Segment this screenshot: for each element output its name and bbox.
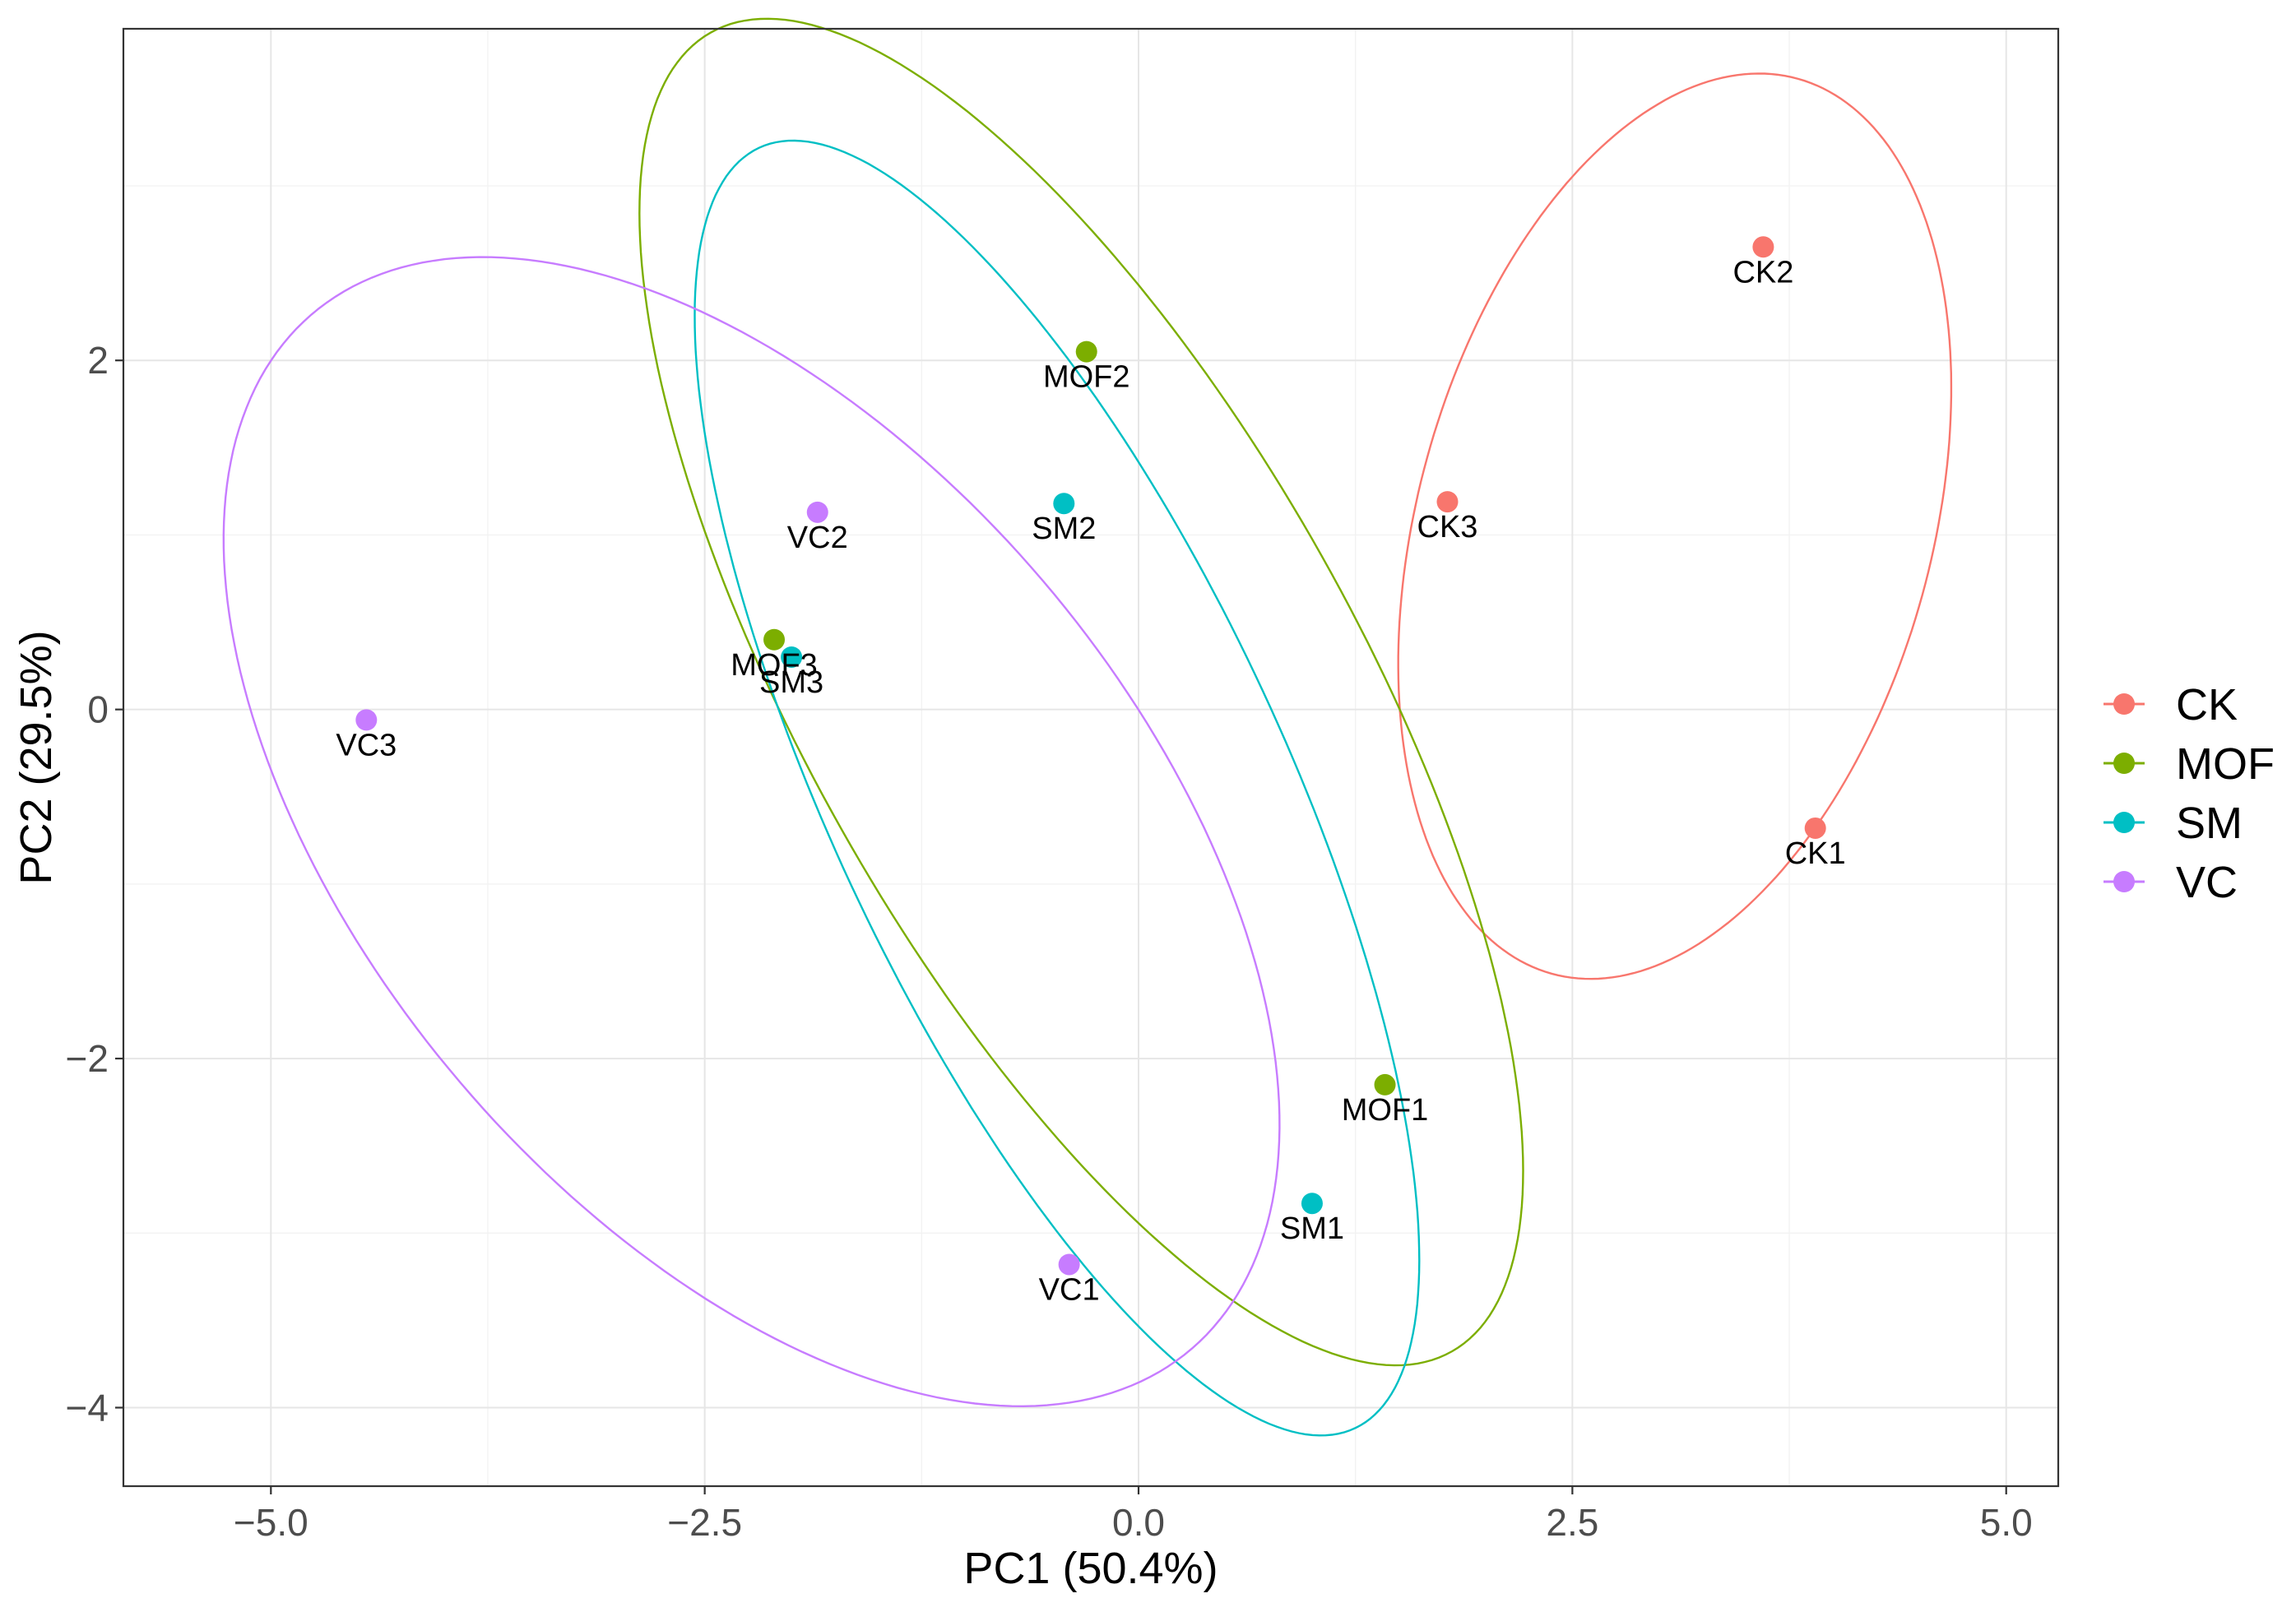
ellipse-vc [222,256,1281,1408]
legend-key-mof [2113,753,2135,774]
point-vc1 [1058,1253,1080,1276]
legend-label-vc: VC [2176,858,2238,907]
ellipse-sm [693,139,1421,1437]
legend-label-sm: SM [2176,799,2243,848]
point-label-mof1: MOF1 [1342,1093,1429,1128]
point-label-sm2: SM2 [1032,512,1096,546]
axes: −5.0 −2.5 0.0 2.5 5.0 −4 −2 0 2 [66,339,2033,1544]
point-labels: CK2 CK3 CK1 MOF2 MOF3 MOF1 SM2 SM3 SM1 VC2 VC3 VC1 [336,255,1845,1307]
ellipse-mof [638,17,1524,1367]
ellipse-ck [1397,72,1953,980]
x-axis-title: PC1 (50.4%) [963,1544,1218,1593]
legend-label-mof: MOF [2176,739,2275,789]
grid-lines [123,29,2058,1486]
legend-label-ck: CK [2176,680,2238,730]
x-tick-label: 2.5 [1546,1501,1598,1544]
point-sm1 [1301,1193,1323,1215]
point-label-ck1: CK1 [1785,836,1846,871]
point-mof1 [1374,1073,1396,1096]
confidence-ellipses [222,17,1953,1437]
legend-key-sm [2113,812,2135,833]
x-tick-label: −2.5 [667,1501,742,1544]
point-mof2 [1075,340,1097,363]
legend-key-vc [2113,871,2135,892]
point-mof3 [763,628,786,651]
x-tick-label: 5.0 [1980,1501,2033,1544]
y-tick-label: 0 [87,688,109,731]
point-vc3 [355,709,378,731]
point-ck3 [1436,491,1459,513]
point-label-sm1: SM1 [1280,1211,1344,1246]
point-sm3 [781,646,803,668]
point-label-ck3: CK3 [1417,510,1478,544]
legend-key-ck [2113,693,2135,715]
point-label-vc2: VC2 [787,521,848,555]
y-tick-label: 2 [87,339,109,382]
point-ck2 [1752,236,1774,258]
point-label-sm3: SM3 [759,665,823,700]
plot-border [122,27,2060,1488]
point-label-mof2: MOF2 [1043,360,1130,395]
point-sm2 [1053,493,1075,515]
point-label-mof3: MOF3 [731,648,818,683]
point-vc2 [806,501,828,523]
y-tick-label: −2 [66,1037,109,1080]
x-tick-label: 0.0 [1112,1501,1165,1544]
y-tick-label: −4 [66,1387,109,1429]
point-ck1 [1804,817,1826,839]
point-label-vc3: VC3 [336,728,397,762]
point-label-vc1: VC1 [1039,1272,1100,1307]
y-axis-title: PC2 (29.5%) [12,630,61,884]
x-tick-label: −5.0 [234,1501,308,1544]
point-label-ck2: CK2 [1732,255,1793,290]
legend: CK MOF SM VC [2104,680,2275,907]
data-points [355,236,1826,1276]
plot-panel [123,29,2058,1486]
